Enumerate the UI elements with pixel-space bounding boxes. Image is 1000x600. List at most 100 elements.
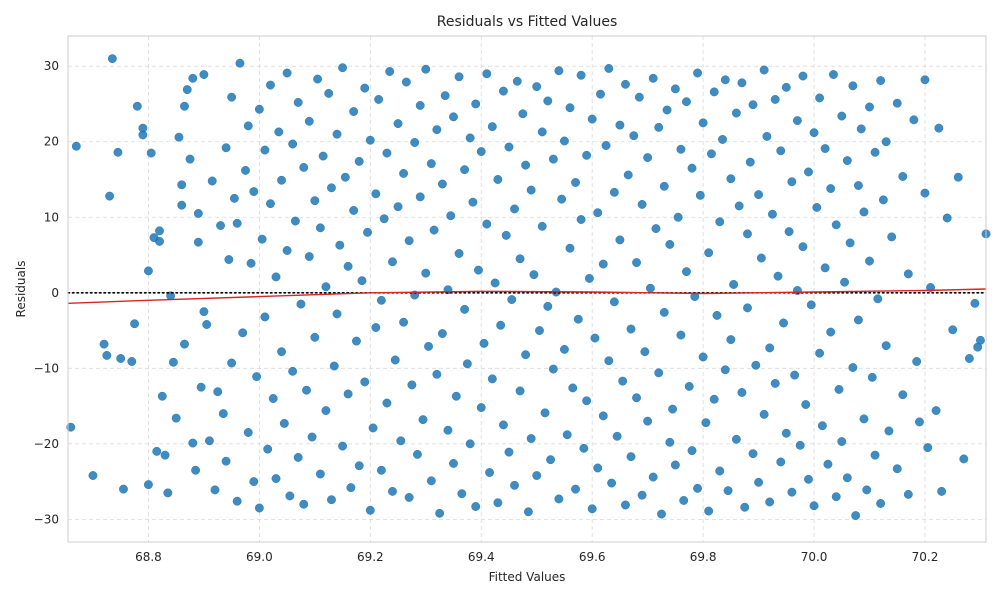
scatter-point	[424, 341, 433, 351]
scatter-point	[729, 280, 739, 289]
scatter-point	[540, 408, 550, 418]
scatter-point	[487, 122, 497, 132]
scatter-point	[845, 238, 855, 248]
scatter-point	[338, 63, 348, 73]
x-tick-label: 69.4	[468, 550, 495, 564]
scatter-point	[490, 278, 500, 288]
scatter-point	[709, 394, 719, 404]
scatter-point	[704, 506, 714, 516]
scatter-point	[429, 225, 439, 235]
plot-frame	[67, 35, 987, 543]
scatter-point	[465, 439, 475, 449]
scatter-point	[471, 99, 481, 109]
scatter-point	[670, 84, 680, 94]
scatter-point	[188, 73, 198, 83]
scatter-point	[546, 455, 556, 465]
scatter-point	[798, 71, 808, 81]
scatter-point	[202, 320, 212, 329]
scatter-point	[360, 83, 370, 93]
scatter-point	[809, 501, 819, 511]
scatter-point	[698, 118, 708, 128]
scatter-point	[382, 148, 392, 158]
scatter-point	[449, 459, 458, 468]
x-tick-label: 68.8	[135, 550, 162, 564]
scatter-point	[257, 234, 267, 244]
scatter-point	[451, 391, 461, 401]
scatter-point	[892, 98, 902, 108]
scatter-point	[970, 298, 980, 308]
scatter-point	[651, 224, 661, 234]
scatter-point	[801, 400, 811, 409]
scatter-point	[188, 438, 198, 448]
scatter-point	[521, 160, 531, 170]
scatter-point	[537, 221, 547, 231]
scatter-point	[504, 142, 514, 152]
scatter-point	[254, 503, 264, 513]
scatter-point	[418, 415, 428, 425]
scatter-point	[842, 473, 852, 483]
scatter-point	[923, 443, 933, 453]
scatter-point	[634, 92, 644, 102]
scatter-point	[327, 495, 336, 505]
scatter-point	[648, 73, 658, 83]
scatter-point	[213, 387, 223, 397]
scatter-point	[623, 170, 633, 180]
scatter-point	[571, 178, 580, 187]
scatter-point	[920, 75, 930, 85]
scatter-point	[177, 180, 187, 190]
scatter-point	[449, 112, 458, 122]
data-points	[66, 54, 991, 521]
scatter-point	[340, 172, 350, 182]
scatter-point	[385, 67, 395, 76]
reference-lines	[67, 288, 987, 304]
scatter-point	[598, 259, 608, 269]
scatter-point	[421, 268, 431, 278]
scatter-point	[734, 201, 744, 211]
scatter-point	[665, 437, 675, 447]
scatter-point	[288, 366, 298, 376]
scatter-point	[460, 165, 470, 175]
scatter-point	[498, 86, 508, 96]
scatter-point	[279, 418, 289, 428]
scatter-point	[357, 276, 367, 286]
scatter-point	[229, 193, 239, 203]
scatter-point	[487, 374, 497, 384]
scatter-point	[737, 388, 747, 397]
scatter-point	[632, 393, 641, 403]
scatter-point	[99, 339, 109, 349]
scatter-point	[532, 471, 542, 480]
scatter-point	[462, 359, 472, 369]
scatter-point	[390, 355, 400, 365]
scatter-point	[637, 490, 647, 500]
scatter-point	[840, 277, 850, 287]
scatter-point	[548, 154, 558, 164]
scatter-point	[892, 464, 902, 474]
scatter-point	[299, 499, 309, 509]
scatter-point	[792, 116, 802, 126]
scatter-point	[482, 219, 492, 229]
scatter-point	[831, 220, 841, 230]
scatter-point	[302, 385, 311, 395]
scatter-point	[795, 440, 805, 450]
scatter-point	[770, 94, 780, 104]
scatter-point	[562, 430, 572, 440]
scatter-point	[942, 213, 952, 223]
scatter-point	[310, 332, 320, 342]
scatter-point	[235, 58, 245, 68]
scatter-point	[715, 217, 725, 227]
scatter-point	[443, 425, 453, 435]
scatter-point	[748, 449, 758, 459]
scatter-point	[604, 64, 614, 73]
scatter-point	[102, 351, 112, 360]
scatter-point	[867, 372, 877, 382]
scatter-point	[887, 232, 897, 242]
x-axis-label: Fitted Values	[489, 570, 566, 584]
scatter-point	[407, 380, 417, 390]
scatter-point	[155, 226, 164, 236]
scatter-point	[146, 148, 156, 158]
scatter-point	[221, 143, 231, 153]
scatter-point	[568, 383, 578, 393]
scatter-point	[415, 192, 425, 202]
scatter-point	[559, 344, 569, 354]
scatter-point	[243, 428, 253, 437]
